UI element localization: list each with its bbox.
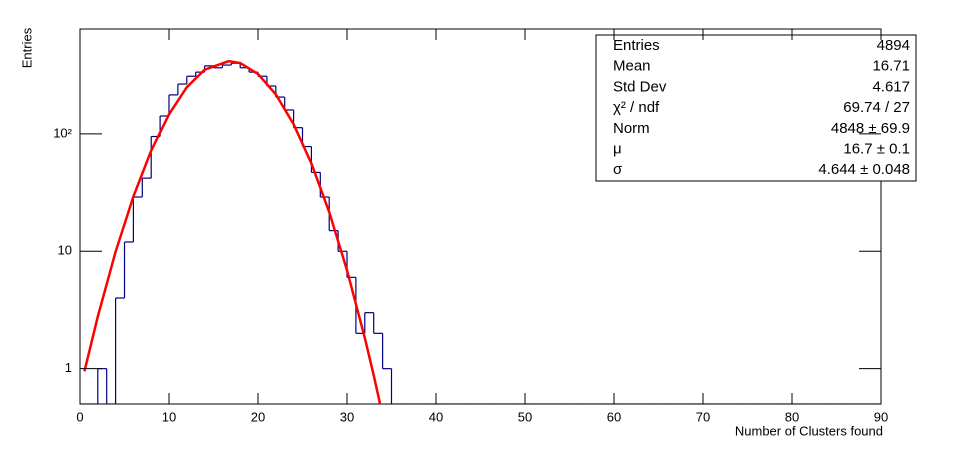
x-tick-label: 40 [429,409,443,424]
x-tick-label: 30 [340,409,354,424]
x-tick-label: 0 [76,409,83,424]
x-axis-title: Number of Clusters found [735,423,883,438]
x-tick-label: 90 [874,409,888,424]
x-tick-label: 50 [518,409,532,424]
stats-value: 16.7 ± 0.1 [843,140,910,157]
stats-value: 69.74 / 27 [843,99,910,116]
plot-area [80,59,881,404]
x-tick-label: 10 [162,409,176,424]
stats-value: 4.617 [872,78,910,95]
stats-label: Entries [613,37,660,54]
y-tick-label: 10² [53,125,72,140]
stats-value: 4894 [877,37,910,54]
stats-label: χ² / ndf [613,99,660,116]
y-axis-title: Entries [19,27,34,68]
stats-label: Norm [613,120,650,137]
stats-value: 4.644 ± 0.048 [818,161,910,178]
x-tick-label: 20 [251,409,265,424]
stats-label: Mean [613,58,651,75]
stats-label: σ [613,161,623,178]
stats-label: Std Dev [613,78,667,95]
x-tick-label: 60 [607,409,621,424]
fit-curve [83,59,382,404]
y-tick-label: 1 [65,360,72,375]
y-tick-label: 10 [58,243,72,258]
x-tick-label: 70 [696,409,710,424]
stats-value: 4848 ± 69.9 [831,120,910,137]
x-tick-label: 80 [785,409,799,424]
stats-value: 16.71 [872,58,910,75]
stats-label: μ [613,140,622,157]
stats-box [595,34,917,182]
